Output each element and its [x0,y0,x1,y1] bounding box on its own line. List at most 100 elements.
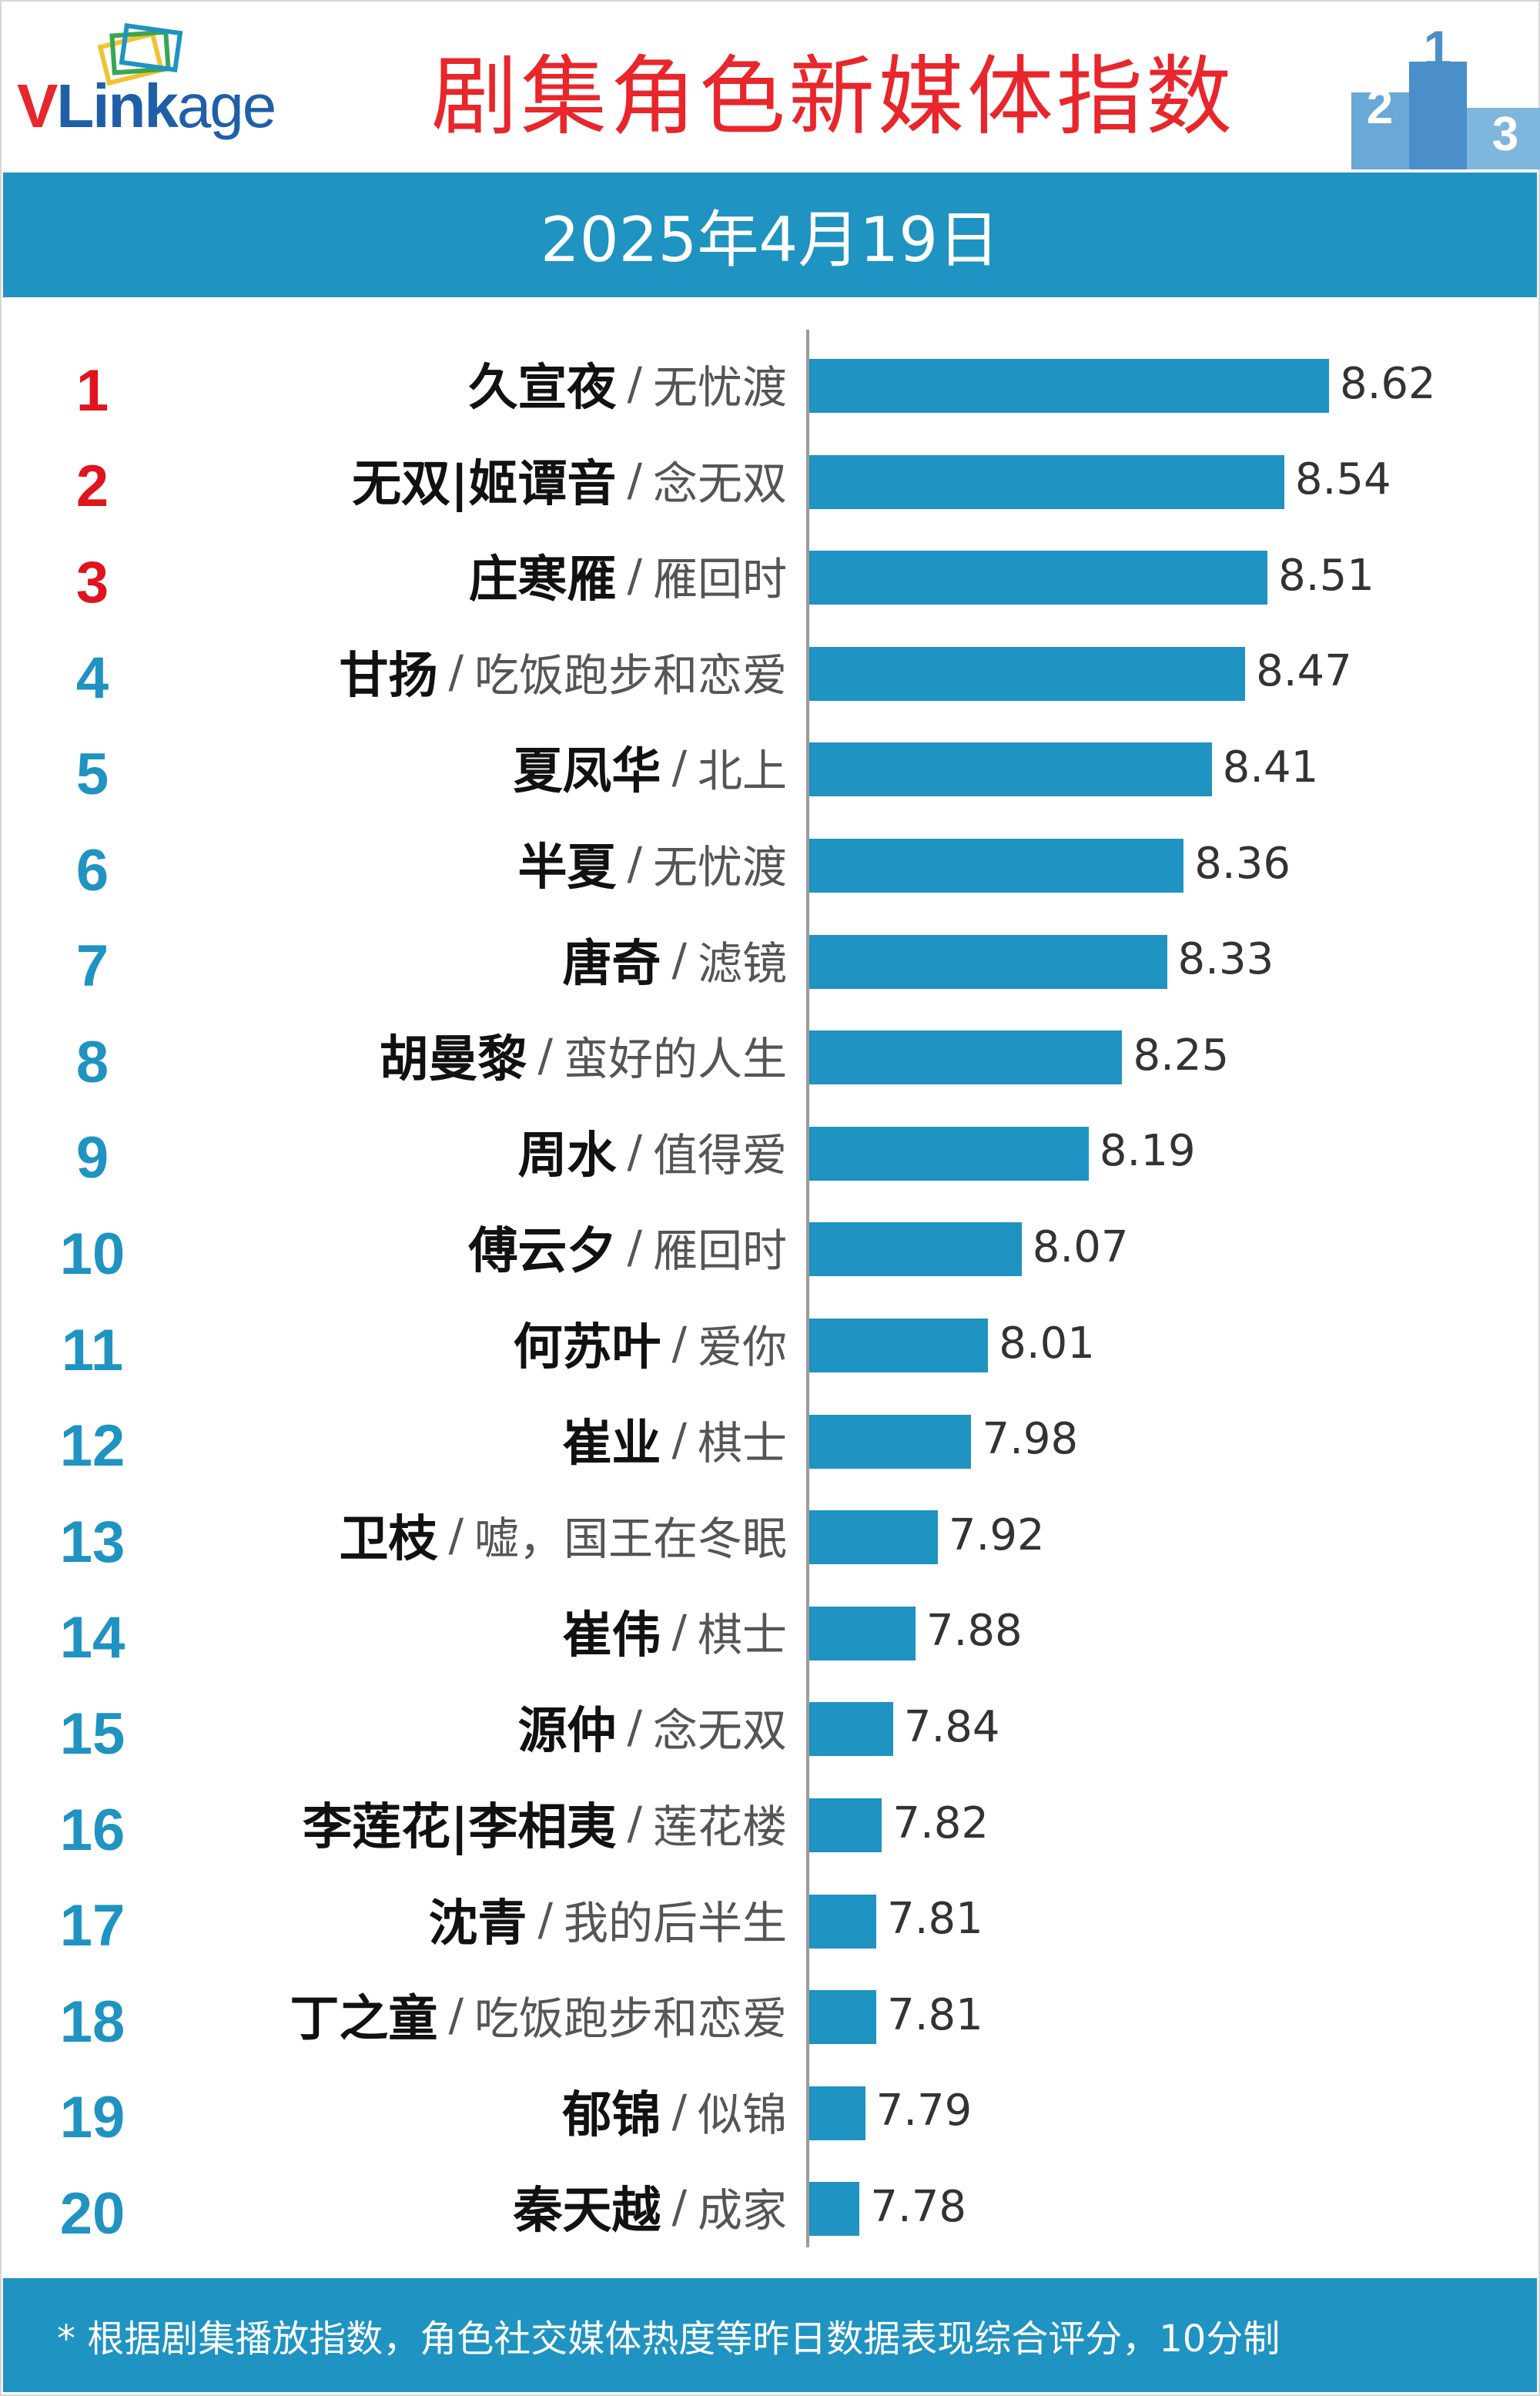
rank-number: 4 [75,645,109,712]
date-label: 2025年4月19日 [540,204,1000,276]
label-separator: / [627,453,642,506]
label-separator: / [671,1412,687,1466]
rank-number: 17 [59,1893,126,1959]
chart-row: 1 久宣夜 / 无忧渡 8.62 [0,336,1540,431]
character-name: 丁之童 [290,1991,438,2049]
character-name: 沈青 [428,1895,527,1952]
label-separator: / [671,741,687,794]
bar [809,551,1268,605]
bar [809,1319,989,1372]
bar-value-label: 8.62 [1340,358,1436,409]
bar-value-label: 8.07 [1032,1221,1129,1272]
rank-number: 8 [75,1029,109,1095]
chart-row: 15 源仲 / 念无双 7.84 [0,1679,1540,1774]
bar-value-label: 8.33 [1177,934,1274,985]
rank-number: 10 [59,1221,126,1287]
date-band: 2025年4月19日 [3,173,1537,297]
podium-icon: 2 1 3 [1351,23,1540,169]
row-label: 何苏叶 / 爱你 [513,1295,787,1391]
character-name: 卫枝 [339,1511,438,1569]
character-name: 胡曼黎 [379,1031,527,1089]
chart-row: 3 庄寒雁 / 雁回时 8.51 [0,528,1540,623]
bar [809,2182,860,2237]
drama-name: 我的后半生 [563,1896,787,1949]
bar [809,934,1167,989]
drama-name: 棋士 [697,1608,787,1661]
character-name: 郁锦 [562,2086,661,2144]
drama-name: 念无双 [652,457,787,510]
rank-number: 16 [59,1797,126,1863]
drama-name: 成家 [697,2184,787,2237]
row-label: 庄寒雁 / 雁回时 [468,528,787,623]
bar-value-label: 7.92 [948,1510,1045,1560]
row-label: 夏凤华 / 北上 [513,719,787,815]
chart-row: 18 丁之童 / 吃饭跑步和恋爱 7.81 [0,1967,1540,2063]
character-name: 甘扬 [339,647,438,705]
label-separator: / [448,1989,464,2042]
row-label: 崔伟 / 棋士 [562,1583,787,1679]
character-name: 秦天越 [513,2183,661,2240]
bar [809,1510,938,1565]
drama-name: 无忧渡 [652,361,787,414]
character-name: 傅云夕 [468,1223,617,1281]
row-label: 丁之童 / 吃饭跑步和恋爱 [290,1967,787,2063]
chart-row: 19 郁锦 / 似锦 7.79 [0,2063,1540,2159]
bar-value-label: 7.81 [887,1989,983,2040]
chart-row: 16 李莲花|李相夷 / 莲花楼 7.82 [0,1775,1540,1871]
label-separator: / [537,1892,553,1945]
row-label: 崔业 / 棋士 [562,1392,787,1487]
footer-band: * 根据剧集播放指数，角色社交媒体热度等昨日数据表现综合评分，10分制 [3,2278,1537,2392]
vlinkage-logo: VLinkage [17,23,340,146]
drama-name: 无忧渡 [652,841,787,893]
character-name: 夏凤华 [513,743,661,801]
footer-note: * 根据剧集播放指数，角色社交媒体热度等昨日数据表现综合评分，10分制 [57,2317,1281,2361]
drama-name: 嘘，国王在冬眠 [474,1513,787,1566]
rank-number: 3 [75,549,109,615]
bar [809,742,1212,797]
chart-title: 剧集角色新媒体指数 [431,47,1235,147]
character-name: 崔业 [562,1415,661,1473]
character-name: 源仲 [517,1703,617,1761]
row-label: 李莲花|李相夷 / 莲花楼 [303,1775,787,1871]
label-separator: / [627,1797,642,1849]
character-name: 周水 [517,1127,617,1185]
drama-name: 雁回时 [652,553,787,606]
character-name: 半夏 [517,839,617,896]
label-separator: / [448,1509,464,1562]
bar-value-label: 7.79 [875,2086,973,2136]
bar-value-label: 8.54 [1294,454,1391,505]
bar-value-label: 8.25 [1133,1030,1230,1081]
logo-link: Link [56,72,178,140]
row-label: 周水 / 值得爱 [517,1104,787,1199]
row-label: 胡曼黎 / 蛮好的人生 [379,1007,787,1103]
bar [809,359,1329,413]
rank-number: 15 [59,1701,126,1767]
logo-wordmark: VLinkage [17,71,276,142]
character-name: 李莲花|李相夷 [303,1799,617,1856]
drama-name: 吃饭跑步和恋爱 [474,1992,787,2046]
label-separator: / [671,2084,687,2137]
bar [809,1414,972,1469]
podium-rank-1: 1 [1424,23,1452,77]
bar [809,454,1284,509]
row-label: 卫枝 / 嘘，国王在冬眠 [339,1487,787,1583]
chart-row: 8 胡曼黎 / 蛮好的人生 8.25 [0,1007,1540,1103]
character-name: 唐奇 [562,935,661,993]
bar [809,1798,882,1852]
row-label: 傅云夕 / 雁回时 [468,1199,787,1295]
character-name: 无双|姬谭音 [352,455,617,513]
chart-row: 12 崔业 / 棋士 7.98 [0,1392,1540,1487]
rank-number: 2 [75,454,109,520]
drama-name: 吃饭跑步和恋爱 [474,648,787,702]
label-separator: / [671,933,687,986]
bar [809,1126,1089,1181]
drama-name: 滤镜 [697,937,787,990]
bar [809,1222,1022,1277]
bar [809,2086,865,2140]
bar [809,1990,877,2045]
label-separator: / [627,1701,642,1754]
row-label: 半夏 / 无忧渡 [517,816,787,911]
chart-row: 10 傅云夕 / 雁回时 8.07 [0,1199,1540,1295]
podium-rank-2: 2 [1367,81,1393,134]
